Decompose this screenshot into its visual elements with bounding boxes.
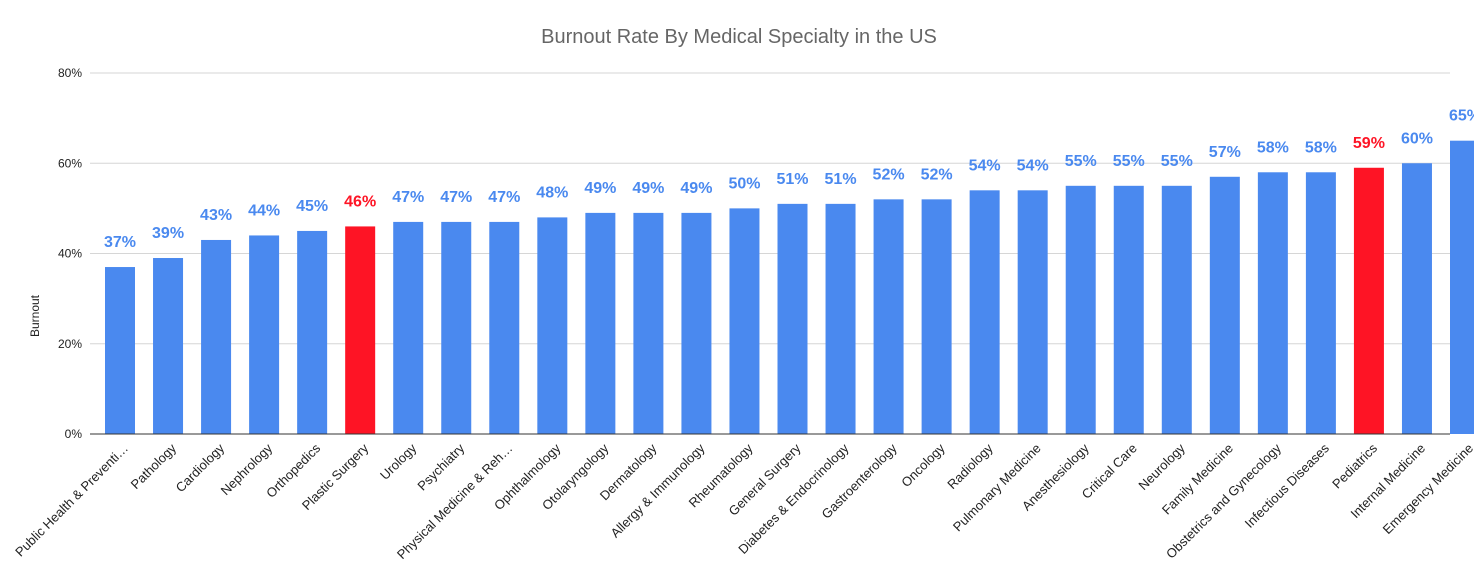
bar <box>921 199 952 434</box>
y-tick-label: 60% <box>58 156 82 170</box>
data-label: 43% <box>200 207 232 224</box>
data-label: 39% <box>152 225 184 242</box>
x-tick-label: Infectious Diseases <box>1242 440 1333 531</box>
bar <box>777 203 808 434</box>
data-label: 47% <box>488 189 520 206</box>
data-label: 57% <box>1209 144 1241 161</box>
bar <box>681 212 712 434</box>
data-label: 55% <box>1113 153 1145 170</box>
bar <box>1209 176 1240 434</box>
bar <box>105 267 135 434</box>
data-label: 45% <box>296 198 328 215</box>
data-label: 44% <box>248 202 280 219</box>
bar <box>1305 172 1336 434</box>
data-label: 47% <box>392 189 424 206</box>
data-label: 46% <box>344 193 376 210</box>
bar <box>489 221 520 434</box>
x-axis-ticks: Public Health & Preventi…PathologyCardio… <box>12 440 1474 562</box>
data-label: 37% <box>104 234 136 251</box>
bar <box>729 208 760 434</box>
data-label: 54% <box>969 157 1001 174</box>
bar <box>249 235 280 434</box>
bar <box>441 221 472 434</box>
gridlines <box>90 72 1450 345</box>
chart-title: Burnout Rate By Medical Specialty in the… <box>541 26 937 48</box>
data-label: 52% <box>921 166 953 183</box>
data-label: 51% <box>825 171 857 188</box>
y-tick-label: 0% <box>65 427 83 441</box>
y-tick-label: 40% <box>58 247 82 261</box>
data-label: 52% <box>873 166 905 183</box>
data-label: 48% <box>536 184 568 201</box>
bar <box>1113 185 1144 434</box>
data-label: 49% <box>632 180 664 197</box>
bar <box>825 203 856 434</box>
bar <box>345 226 376 434</box>
data-label: 49% <box>680 180 712 197</box>
data-label: 55% <box>1065 153 1097 170</box>
data-label: 58% <box>1257 139 1289 156</box>
bar <box>585 212 616 434</box>
data-label: 60% <box>1401 130 1433 147</box>
bar <box>297 230 328 434</box>
bar <box>393 221 424 434</box>
x-tick-label: Emergency Medicine <box>1380 441 1474 537</box>
bar <box>1017 190 1048 434</box>
y-axis-label: Burnout <box>28 294 42 337</box>
y-tick-label: 80% <box>58 66 82 80</box>
bar <box>1065 185 1096 434</box>
x-tick-label: Pulmonary Medicine <box>950 441 1044 535</box>
bar <box>1257 172 1288 434</box>
data-label: 65% <box>1449 108 1474 125</box>
data-label: 58% <box>1305 139 1337 156</box>
data-label: 55% <box>1161 153 1193 170</box>
y-axis-ticks: 0% 20% 40% 60% 80% <box>58 66 82 441</box>
data-label: 51% <box>776 171 808 188</box>
bar <box>1353 167 1384 434</box>
data-labels: 37% 39% 43% 44% 45% 46% 47% 47% 47% 48% 49% 49% 49% 5… <box>104 108 1474 251</box>
bar <box>1161 185 1192 434</box>
x-tick-label: Allergy & Immunology <box>608 440 708 540</box>
bar <box>1401 163 1432 434</box>
bar <box>537 217 568 434</box>
data-label: 50% <box>728 175 760 192</box>
bar <box>873 199 904 434</box>
data-label: 54% <box>1017 157 1049 174</box>
bar <box>633 212 664 434</box>
x-tick-label: Pediatrics <box>1329 440 1380 491</box>
y-tick-label: 20% <box>58 337 82 351</box>
data-label: 59% <box>1353 135 1385 152</box>
bar <box>153 258 184 434</box>
x-tick-label: Oncology <box>898 440 948 490</box>
x-tick-label: Public Health & Preventi… <box>12 441 131 560</box>
bar <box>1450 140 1474 434</box>
bars <box>105 140 1474 434</box>
x-tick-label: Urology <box>377 440 420 483</box>
data-label: 49% <box>584 180 616 197</box>
data-label: 47% <box>440 189 472 206</box>
bar <box>201 239 232 434</box>
bar <box>969 190 1000 434</box>
